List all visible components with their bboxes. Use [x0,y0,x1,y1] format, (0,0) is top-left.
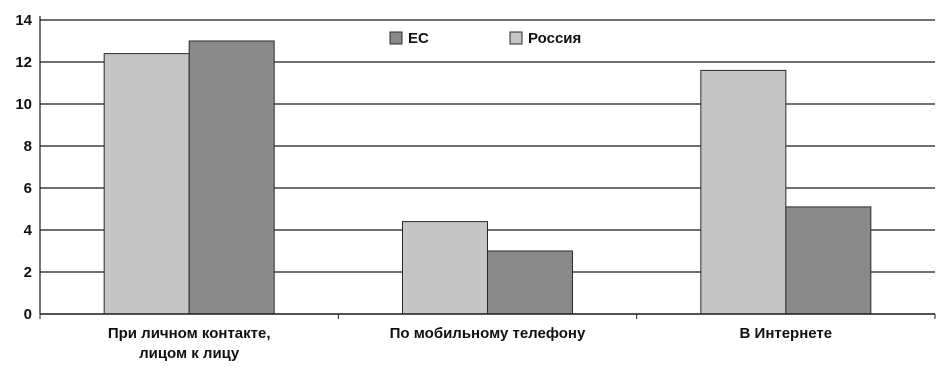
y-tick-label-2: 2 [24,264,32,281]
bar-russia-1 [402,221,488,315]
legend-label-1: Россия [528,30,581,47]
y-tick-label-8: 8 [24,138,32,155]
y-tick-label-10: 10 [15,96,32,113]
bar-eu-1 [487,250,573,315]
bars [103,40,872,315]
category-label-1-0: По мобильному телефону [390,325,586,342]
bar-eu-0 [188,40,275,315]
y-tick-label-4: 4 [24,222,33,239]
category-label-0-0: При личном контакте, [108,325,271,342]
bar-russia-2 [700,69,787,315]
bar-russia-0 [103,53,190,315]
legend-swatch-1 [509,31,523,45]
category-label-0-1: лицом к лицу [139,345,240,362]
bar-eu-2 [785,206,872,315]
category-label-2-0: В Интернете [740,325,833,342]
y-tick-label-14: 14 [15,12,32,29]
legend: ЕС Россия [389,30,581,47]
axes: 0 2 4 6 8 10 12 14 При личном контакте, лицом к л… [15,12,936,362]
y-tick-label-6: 6 [24,180,32,197]
y-tick-label-12: 12 [15,54,32,71]
y-tick-label-0: 0 [24,306,32,323]
legend-label-0: ЕС [408,30,429,47]
legend-swatch-0 [389,31,403,45]
